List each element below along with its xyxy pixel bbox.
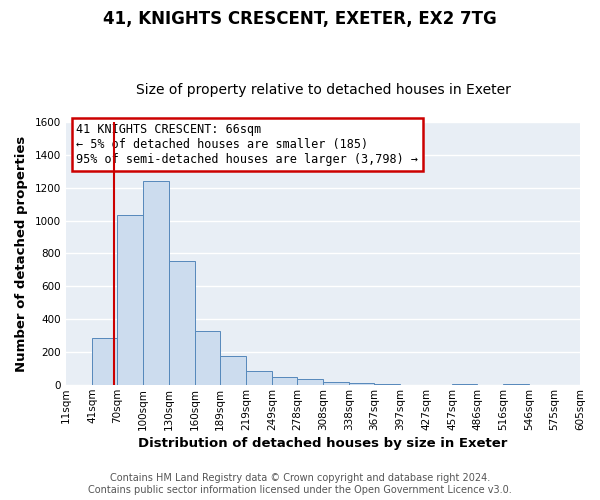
Bar (117, 215, 143, 385)
Text: Contains HM Land Registry data © Crown copyright and database right 2024.
Contai: Contains HM Land Registry data © Crown c… (88, 474, 512, 495)
Bar (143, 181, 169, 385)
Bar (195, 331, 220, 385)
Bar (220, 356, 246, 385)
Bar (246, 371, 272, 385)
Bar (297, 379, 323, 385)
Y-axis label: Number of detached properties: Number of detached properties (15, 136, 28, 372)
Bar (323, 382, 349, 385)
Bar (92, 338, 117, 385)
Bar (452, 384, 477, 385)
X-axis label: Distribution of detached houses by size in Exeter: Distribution of detached houses by size … (139, 437, 508, 450)
Bar (272, 377, 297, 385)
Title: Size of property relative to detached houses in Exeter: Size of property relative to detached ho… (136, 83, 511, 97)
Bar (349, 383, 374, 385)
Text: 41, KNIGHTS CRESCENT, EXETER, EX2 7TG: 41, KNIGHTS CRESCENT, EXETER, EX2 7TG (103, 10, 497, 28)
Bar (169, 261, 195, 385)
Text: 41 KNIGHTS CRESCENT: 66sqm
← 5% of detached houses are smaller (185)
95% of semi: 41 KNIGHTS CRESCENT: 66sqm ← 5% of detac… (76, 123, 418, 166)
Bar (374, 384, 400, 385)
Bar (503, 384, 529, 385)
